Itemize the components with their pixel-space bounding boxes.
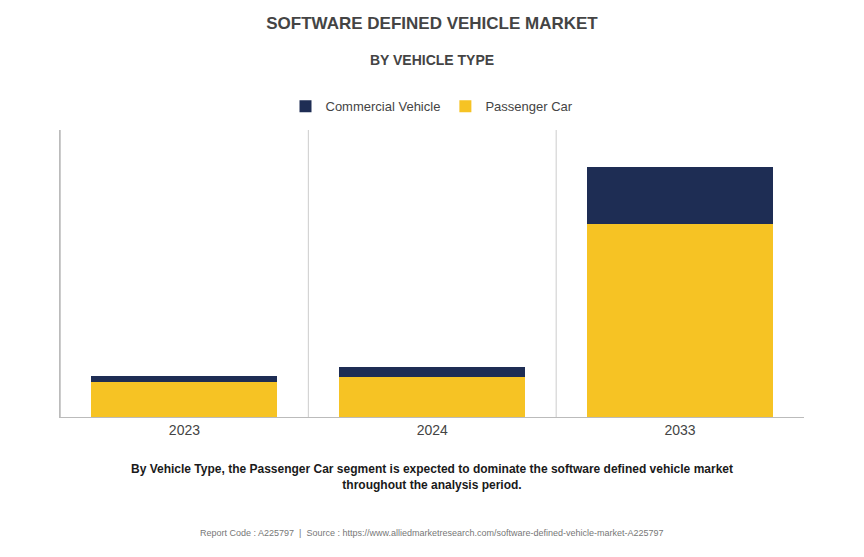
svg-text:2024: 2024	[417, 422, 448, 438]
svg-text:SOFTWARE DEFINED VEHICLE MARKE: SOFTWARE DEFINED VEHICLE MARKET	[266, 14, 598, 33]
svg-text:Commercial Vehicle: Commercial Vehicle	[326, 99, 441, 114]
svg-text:2033: 2033	[665, 422, 696, 438]
svg-text:Report Code : A225797 | Sour: Report Code : A225797 | Source : https:/…	[200, 528, 664, 538]
svg-text:2023: 2023	[169, 422, 200, 438]
svg-text:By Vehicle Type, the Passenger: By Vehicle Type, the Passenger Car segme…	[131, 462, 733, 492]
svg-text:BY VEHICLE TYPE: BY VEHICLE TYPE	[370, 52, 494, 68]
svg-text:Passenger Car: Passenger Car	[485, 99, 572, 114]
